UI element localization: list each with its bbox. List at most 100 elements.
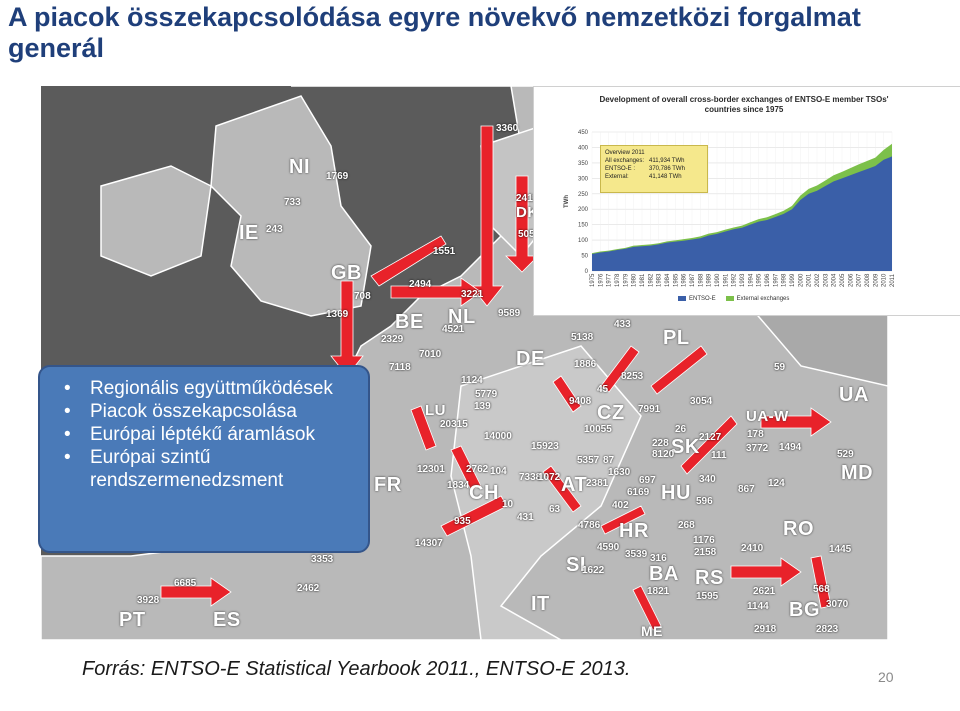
country-label: BA [649,563,679,585]
country-label: SI [566,554,586,576]
flow-value: 697 [639,475,656,486]
flow-value: 6685 [174,578,197,589]
x-tick-label: 1981 [640,273,646,287]
country-label: UA [839,384,869,406]
x-tick-label: 1977 [607,273,613,287]
flow-value: 87 [603,455,615,466]
flow-value: 733 [284,197,301,208]
x-tick-label: 1988 [698,273,704,287]
flow-value: 1595 [696,591,719,602]
flow-value: 4521 [442,324,465,335]
country-label: CZ [597,402,625,424]
overview-value: 411,934 TWh [649,158,685,164]
flow-value: 2127 [699,432,722,443]
flow-value: 1769 [326,171,349,182]
flow-value: 596 [696,496,713,507]
y-tick-label: 250 [578,192,589,198]
y-tick-label: 50 [581,254,588,260]
x-tick-label: 2000 [798,273,804,287]
legend-item-external: External exchanges [725,296,789,302]
flow-value: 6169 [627,487,650,498]
x-tick-label: 1985 [673,273,679,287]
flow-value: 7010 [419,349,442,360]
flow-value: 178 [747,429,764,440]
y-tick-label: 300 [578,176,589,182]
y-tick-label: 0 [585,269,589,275]
flow-value: 3928 [137,595,160,606]
x-tick-label: 1982 [648,273,654,287]
x-tick-label: 1990 [715,273,721,287]
x-tick-label: 2003 [823,273,829,287]
x-tick-label: 1992 [732,273,738,287]
flow-value: 45 [597,384,609,395]
source-citation: Forrás: ENTSO-E Statistical Yearbook 201… [82,658,631,680]
flow-value: 1144 [747,601,769,612]
flow-value: 9589 [498,308,521,319]
flow-value: 1886 [574,359,597,370]
country-label: IE [239,222,259,244]
y-tick-label: 150 [578,223,589,229]
flow-value: 5357 [577,455,600,466]
y-tick-label: 100 [578,238,589,244]
x-tick-label: 2009 [873,273,879,287]
flow-value: 4786 [578,520,601,531]
x-tick-label: 1993 [740,273,746,287]
flow-value: 1630 [608,467,631,478]
x-tick-label: 1984 [665,273,671,287]
flow-value: 63 [549,504,561,515]
country-label: ES [213,609,241,631]
flow-value: 104 [490,466,507,477]
flow-value: 124 [768,478,785,489]
legend-item-entsoe: ENTSO-E [678,296,716,302]
x-tick-label: 2006 [848,273,854,287]
y-tick-label: 350 [578,161,589,167]
flow-value: 268 [678,520,695,531]
country-label: BG [789,599,820,621]
x-tick-label: 2001 [807,273,813,287]
flow-value: 3221 [461,289,484,300]
overview-label: ENTSO-E : [605,166,636,172]
country-label: NL [448,306,476,328]
x-tick-label: 2007 [857,273,863,287]
flow-value: 139 [474,401,491,412]
flow-value: 2494 [409,279,432,290]
flow-value: 3054 [690,396,713,407]
flow-value: 26 [675,424,687,435]
flow-value: 1072 [538,472,561,483]
flow-value: 2411 [516,193,538,204]
bullet-callout: Regionális együttműködések Piacok összek… [38,365,370,553]
flow-value: 867 [738,484,755,495]
x-tick-label: 2011 [890,273,896,287]
flow-value: 340 [699,474,716,485]
bullet-item: Regionális együttműködések [64,377,350,400]
country-label: BE [395,311,424,333]
country-label: SK [671,436,700,458]
flow-value: 3070 [826,599,849,610]
flow-value: 2823 [816,624,839,635]
country-label: LU [425,402,446,419]
flow-value: 708 [354,291,371,302]
flow-value: 14000 [484,431,512,442]
series-area-entsoe [592,156,892,271]
flow-value: 2762 [466,464,489,475]
country-label: DK [516,204,539,221]
overview-box: Overview 2011 All exchanges: 411,934 TWh … [600,145,708,193]
country-label: ME [641,623,663,639]
flow-value: 935 [454,516,471,527]
flow-value: 59 [774,362,786,373]
flow-value: 2410 [741,543,764,554]
country-label: HU [661,482,691,504]
country-label: FR [374,474,402,496]
flow-value: 2381 [586,478,609,489]
flow-value: 402 [612,500,629,511]
x-tick-label: 1986 [682,273,688,287]
x-tick-label: 2004 [832,273,838,287]
y-tick-label: 400 [578,145,589,151]
flow-value: 1369 [326,309,349,320]
flow-value: 7118 [389,362,411,373]
x-tick-label: 1975 [590,273,596,287]
flow-value: 3772 [746,443,769,454]
flow-value: 7991 [638,404,661,415]
country-label: IT [531,593,550,615]
flow-value: 111 [711,450,727,461]
